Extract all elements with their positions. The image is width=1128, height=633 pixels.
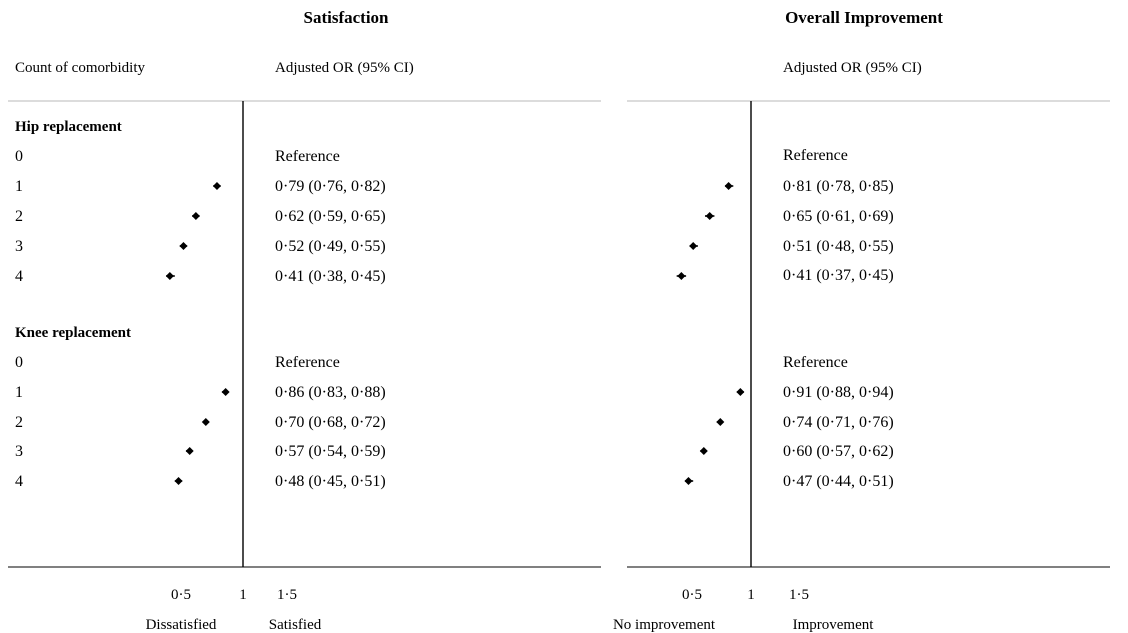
row-label: 3 bbox=[15, 443, 23, 460]
x-tick-label: 1·5 bbox=[789, 587, 809, 603]
x-tick-label: 0·5 bbox=[682, 587, 702, 603]
estimate-text: 0·48 (0·45, 0·51) bbox=[275, 473, 386, 490]
estimate-text: 0·57 (0·54, 0·59) bbox=[275, 443, 386, 460]
estimate-text: 0·65 (0·61, 0·69) bbox=[783, 208, 894, 225]
or-point bbox=[221, 388, 230, 396]
or-point bbox=[174, 477, 183, 485]
estimate-marks bbox=[676, 182, 745, 485]
direction-label-right: Satisfied bbox=[269, 617, 322, 633]
estimate-header-satisfaction: Adjusted OR (95% CI) bbox=[275, 60, 414, 76]
or-point bbox=[191, 212, 200, 220]
or-point bbox=[724, 182, 733, 190]
row-label: 0 bbox=[15, 148, 23, 165]
or-point bbox=[201, 418, 210, 426]
estimate-text: 0·91 (0·88, 0·94) bbox=[783, 384, 894, 401]
estimate-text: 0·41 (0·38, 0·45) bbox=[275, 268, 386, 285]
column-header-left: Count of comorbidity bbox=[15, 60, 145, 76]
or-point bbox=[212, 182, 221, 190]
or-point bbox=[677, 272, 686, 280]
estimate-text: 0·86 (0·83, 0·88) bbox=[275, 384, 386, 401]
estimate-text: 0·52 (0·49, 0·55) bbox=[275, 238, 386, 255]
row-label: 4 bbox=[15, 473, 23, 490]
or-point bbox=[699, 447, 708, 455]
panel-title-overall-improvement: Overall Improvement bbox=[785, 8, 943, 27]
group-label-knee: Knee replacement bbox=[15, 325, 131, 341]
or-point bbox=[165, 272, 174, 280]
direction-label-right: Improvement bbox=[793, 617, 875, 633]
estimate-text: 0·81 (0·78, 0·85) bbox=[783, 178, 894, 195]
or-point bbox=[705, 212, 714, 220]
estimate-text: Reference bbox=[783, 147, 848, 164]
estimate-text: Reference bbox=[275, 354, 340, 371]
x-tick-label: 0·5 bbox=[171, 587, 191, 603]
x-tick-label: 1 bbox=[747, 587, 755, 603]
estimate-text: Reference bbox=[783, 354, 848, 371]
x-tick-label: 1·5 bbox=[277, 587, 297, 603]
estimate-marks bbox=[165, 182, 230, 485]
row-label: 2 bbox=[15, 414, 23, 431]
row-label: 2 bbox=[15, 208, 23, 225]
row-label: 3 bbox=[15, 238, 23, 255]
or-point bbox=[179, 242, 188, 250]
estimate-text: 0·79 (0·76, 0·82) bbox=[275, 178, 386, 195]
direction-label-left: No improvement bbox=[613, 617, 716, 633]
overall-improvement-panel: Overall Improvement Adjusted OR (95% CI)… bbox=[613, 8, 1110, 633]
estimate-text: 0·47 (0·44, 0·51) bbox=[783, 473, 894, 490]
or-point bbox=[689, 242, 698, 250]
estimate-text: 0·51 (0·48, 0·55) bbox=[783, 238, 894, 255]
or-point bbox=[185, 447, 194, 455]
row-label: 0 bbox=[15, 354, 23, 371]
satisfaction-panel: Satisfaction Adjusted OR (95% CI) Hip re… bbox=[8, 8, 601, 633]
or-point bbox=[684, 477, 693, 485]
estimate-text: 0·62 (0·59, 0·65) bbox=[275, 208, 386, 225]
estimate-text: 0·60 (0·57, 0·62) bbox=[783, 443, 894, 460]
estimate-text: 0·70 (0·68, 0·72) bbox=[275, 414, 386, 431]
estimate-text: Reference bbox=[275, 148, 340, 165]
row-label: 4 bbox=[15, 268, 23, 285]
row-label: 1 bbox=[15, 178, 23, 195]
estimate-text: 0·74 (0·71, 0·76) bbox=[783, 414, 894, 431]
estimate-text: 0·41 (0·37, 0·45) bbox=[783, 267, 894, 284]
estimate-header-overall-improvement: Adjusted OR (95% CI) bbox=[783, 60, 922, 76]
or-point bbox=[736, 388, 745, 396]
panel-title-satisfaction: Satisfaction bbox=[304, 8, 390, 27]
x-tick-label: 1 bbox=[239, 587, 247, 603]
group-label-hip: Hip replacement bbox=[15, 119, 122, 135]
row-label: 1 bbox=[15, 384, 23, 401]
or-point bbox=[716, 418, 725, 426]
direction-label-left: Dissatisfied bbox=[146, 617, 217, 633]
